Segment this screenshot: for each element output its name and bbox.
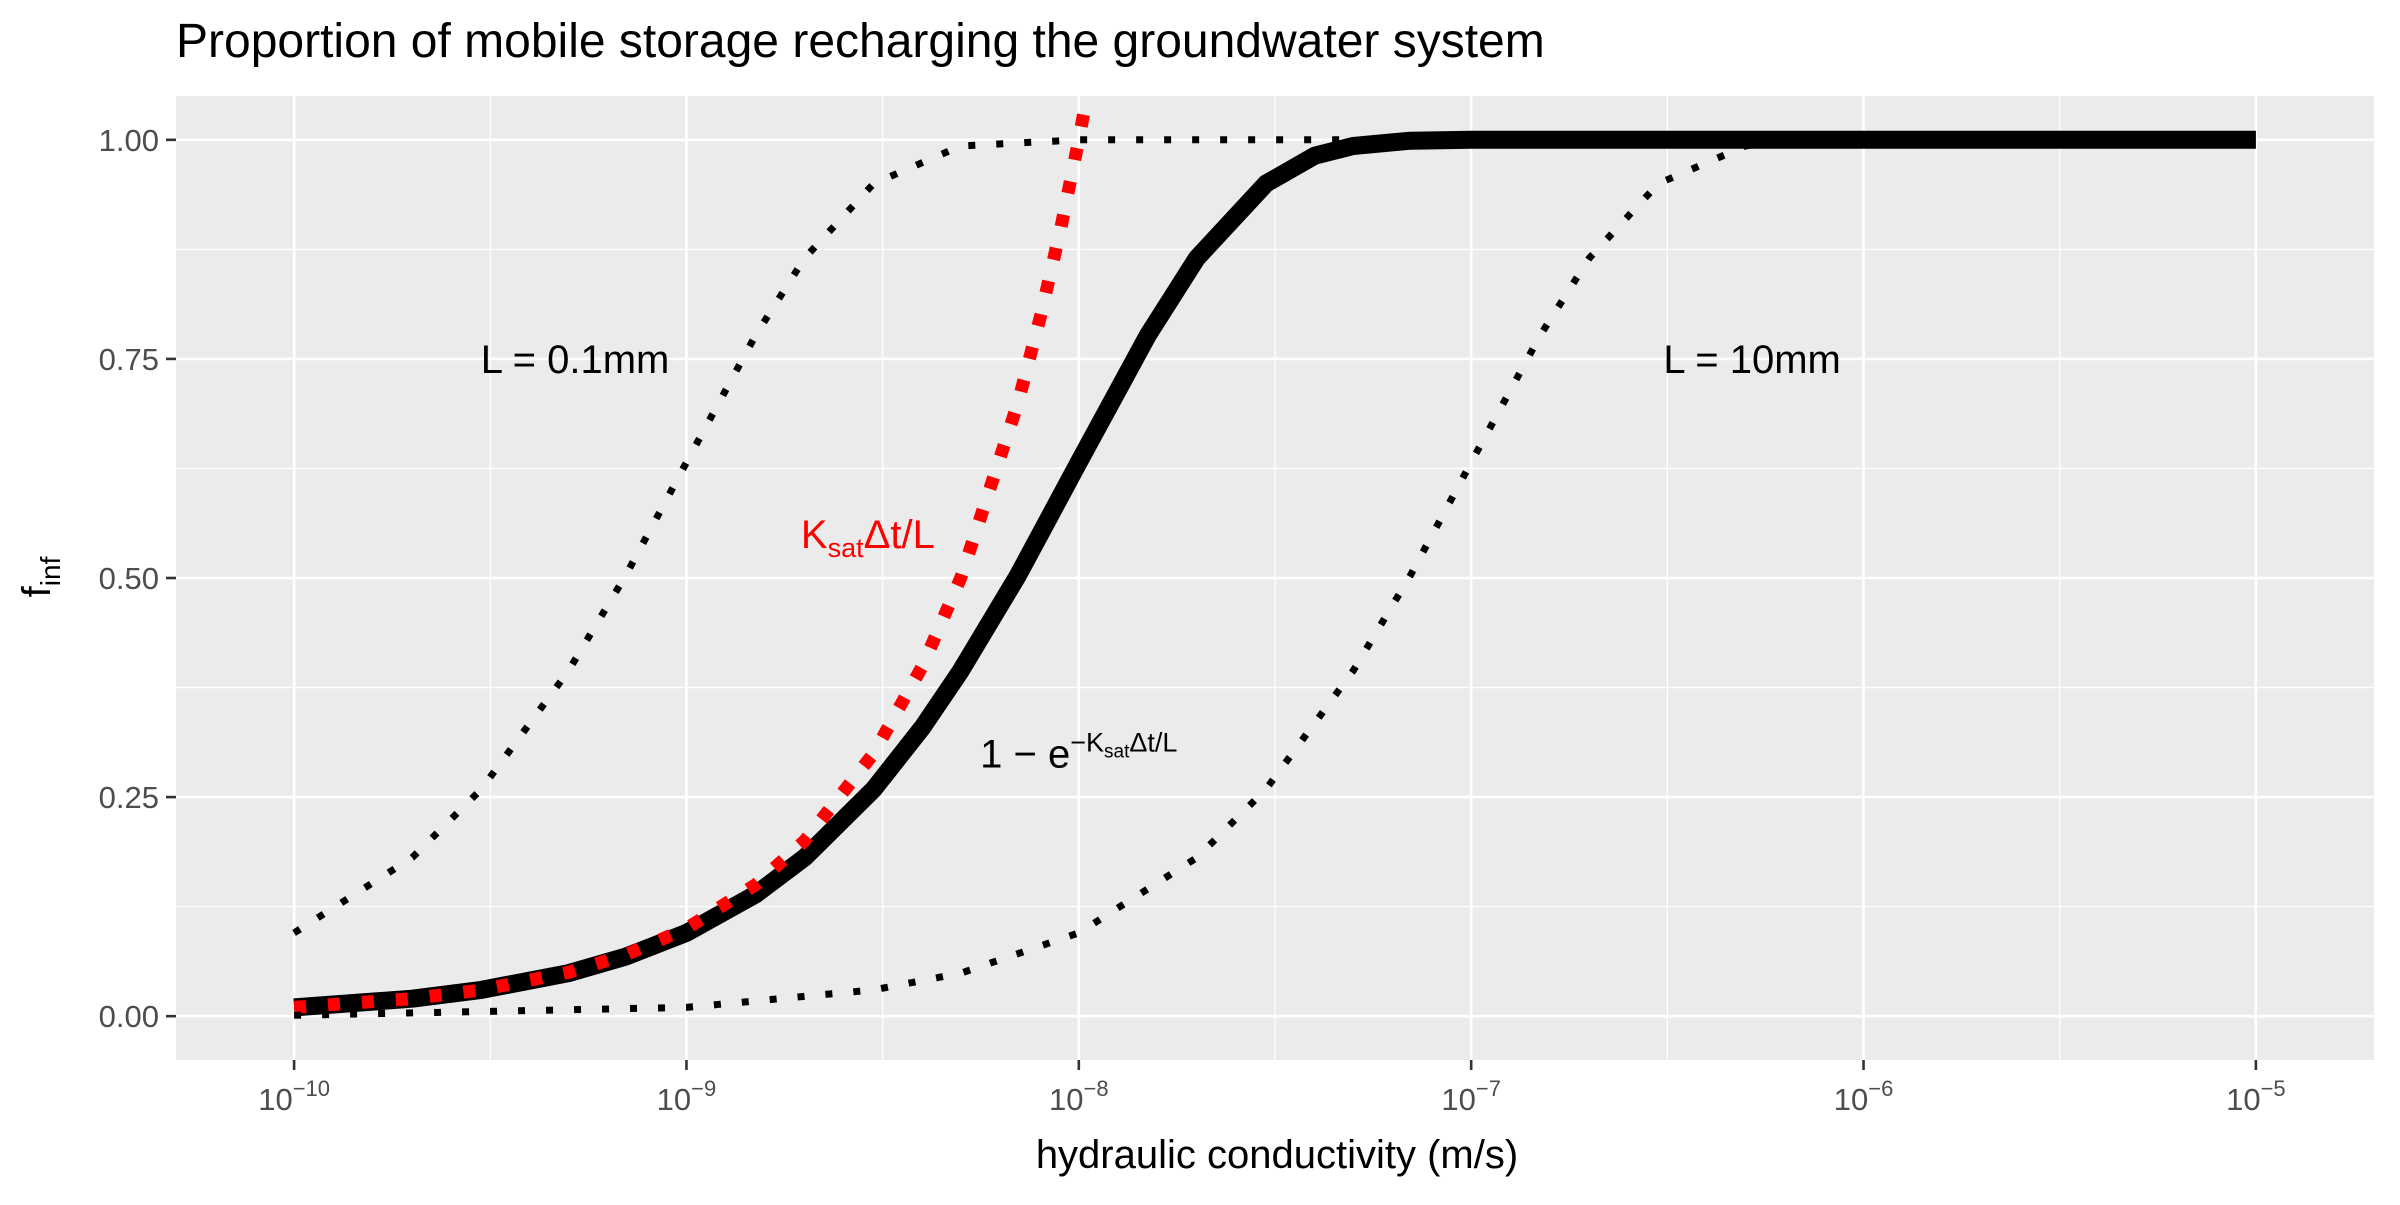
y-axis-title-sub: inf	[35, 556, 66, 586]
x-tick-label: 10−10	[258, 1076, 330, 1117]
x-tick-exponent: −8	[1084, 1076, 1109, 1101]
x-tick-base: 10	[1834, 1082, 1868, 1117]
x-tick-exponent: −5	[2261, 1076, 2286, 1101]
series-line-4	[294, 139, 1763, 1019]
label-exp-sup: −K	[1070, 727, 1104, 757]
label-exp-suprest: Δt/L	[1129, 727, 1177, 757]
grid-major	[176, 96, 2374, 1060]
x-tick-base: 10	[657, 1082, 691, 1117]
x-tick-label: 10−9	[657, 1076, 717, 1117]
x-tick-exponent: −9	[691, 1076, 716, 1101]
label-linear-main: K	[801, 513, 828, 557]
y-tick-label: 1.00	[99, 123, 159, 158]
label-l-small: L = 0.1mm	[481, 338, 670, 382]
label-linear-rest: Δt/L	[864, 513, 935, 557]
chart-title: Proportion of mobile storage recharging …	[176, 15, 1545, 68]
x-tick-label: 10−5	[2226, 1076, 2286, 1117]
y-tick-label: 0.50	[99, 561, 159, 596]
x-axis: 10−10 10−9 10−8 10−7 10−6 10−5	[258, 1060, 2286, 1117]
x-tick-label: 10−6	[1834, 1076, 1894, 1117]
label-exp-supsub: sat	[1104, 741, 1130, 762]
label-l-large-main: L = 10mm	[1663, 338, 1840, 382]
y-tick-label: 0.00	[99, 999, 159, 1034]
x-axis-title: hydraulic conductivity (m/s)	[1036, 1133, 1518, 1177]
label-exp: 1 − e−KsatΔt/L	[980, 727, 1177, 776]
y-tick-label: 0.75	[99, 342, 159, 377]
x-tick-base: 10	[258, 1082, 292, 1117]
x-tick-label: 10−8	[1049, 1076, 1109, 1117]
x-tick-label: 10−7	[1441, 1076, 1501, 1117]
x-tick-base: 10	[1049, 1082, 1083, 1117]
y-axis: 0.00 0.25 0.50 0.75 1.00	[99, 123, 176, 1034]
grid-minor	[176, 96, 2374, 1060]
svg-text:finf: finf	[15, 556, 66, 597]
x-tick-base: 10	[1441, 1082, 1475, 1117]
y-tick-label: 0.25	[99, 780, 159, 815]
label-linear: KsatΔt/L	[801, 513, 935, 563]
label-linear-sub: sat	[828, 533, 865, 563]
x-tick-exponent: −7	[1476, 1076, 1501, 1101]
label-exp-main: 1 − e	[980, 732, 1070, 776]
x-tick-exponent: −10	[293, 1076, 330, 1101]
x-tick-exponent: −6	[1868, 1076, 1893, 1101]
series-layer	[292, 96, 2256, 1019]
y-axis-title-main: f	[15, 585, 59, 597]
series-line-2	[293, 96, 1094, 1014]
label-l-small-main: L = 0.1mm	[481, 338, 670, 382]
y-axis-title: finf	[15, 556, 66, 597]
x-tick-base: 10	[2226, 1082, 2260, 1117]
label-l-large: L = 10mm	[1663, 338, 1840, 382]
